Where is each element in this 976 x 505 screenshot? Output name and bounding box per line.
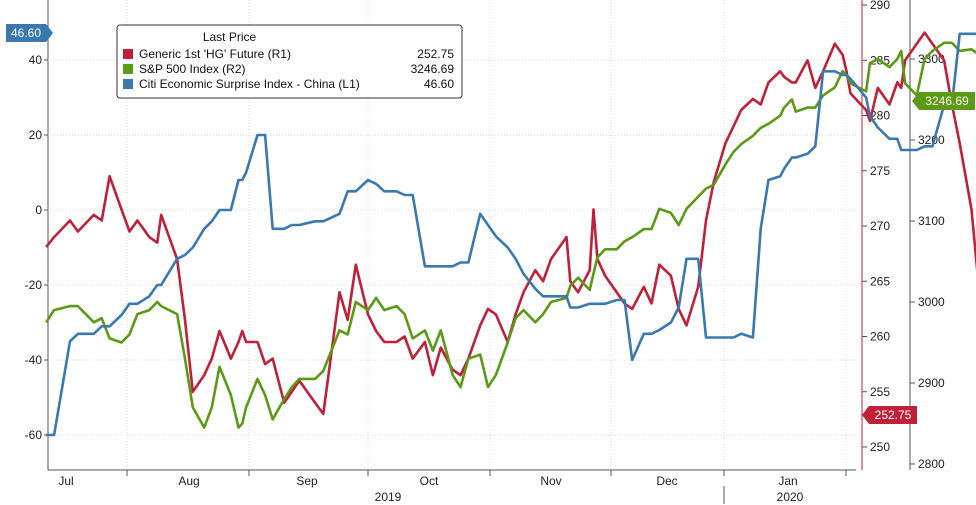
year-label: 2020 (777, 490, 804, 504)
month-label: Jan (778, 474, 797, 488)
r1-tick-label: 265 (870, 274, 890, 288)
left-tick-label: -40 (25, 353, 43, 367)
sp500-value-badge-shape (912, 92, 975, 110)
month-label: Dec (656, 474, 677, 488)
legend-label: S&P 500 Index (R2) (139, 62, 246, 76)
citi-value-badge-shape (6, 24, 53, 42)
r2-tick-label: 3100 (918, 214, 945, 228)
copper-future-line (45, 31, 976, 416)
r1-tick-label: 250 (870, 440, 890, 454)
legend-value: 252.75 (417, 47, 454, 61)
r1-tick-label: 270 (870, 219, 890, 233)
legend-swatch (123, 49, 133, 59)
left-tick-label: 20 (29, 128, 43, 142)
legend-box (116, 24, 463, 99)
citi-value-badge-text: 46.60 (11, 26, 41, 40)
r1-tick-label: 260 (870, 330, 890, 344)
left-tick-label: -20 (25, 278, 43, 292)
month-label: Sep (296, 474, 318, 488)
month-label: Nov (540, 474, 561, 488)
chart-series (45, 31, 976, 437)
month-label: Aug (178, 474, 199, 488)
r1-tick-label: 255 (870, 385, 890, 399)
left-tick-label: -60 (25, 428, 43, 442)
r2-tick-label: 2900 (918, 376, 945, 390)
year-label: 2019 (375, 490, 402, 504)
copper-value-badge-shape (862, 406, 917, 424)
r1-tick-label: 280 (870, 109, 890, 123)
sp500-value-badge-text: 3246.69 (925, 94, 969, 108)
r2-tick-label: 3000 (918, 295, 945, 309)
copper-value-badge-text: 252.75 (875, 408, 912, 422)
legend-value: 3246.69 (411, 62, 455, 76)
legend-label: Generic 1st 'HG' Future (R1) (139, 47, 291, 61)
r2-tick-label: 3200 (918, 133, 945, 147)
legend-value: 46.60 (424, 77, 454, 91)
sp500-line (45, 41, 976, 429)
month-label: Oct (420, 474, 439, 488)
r1-tick-label: 290 (870, 0, 890, 12)
left-tick-label: 40 (29, 53, 43, 67)
legend-label: Citi Economic Surprise Index - China (L1… (139, 77, 360, 91)
r1-tick-label: 275 (870, 164, 890, 178)
citi-surprise-line (46, 32, 976, 437)
month-label: Jul (58, 474, 73, 488)
chart-legend: Last Price Generic 1st 'HG' Future (R1) 25… (116, 24, 463, 99)
legend-title: Last Price (203, 30, 257, 44)
legend-swatch (123, 79, 133, 89)
r2-tick-label: 2800 (918, 457, 945, 471)
left-tick-label: 0 (35, 203, 42, 217)
legend-swatch (123, 64, 133, 74)
